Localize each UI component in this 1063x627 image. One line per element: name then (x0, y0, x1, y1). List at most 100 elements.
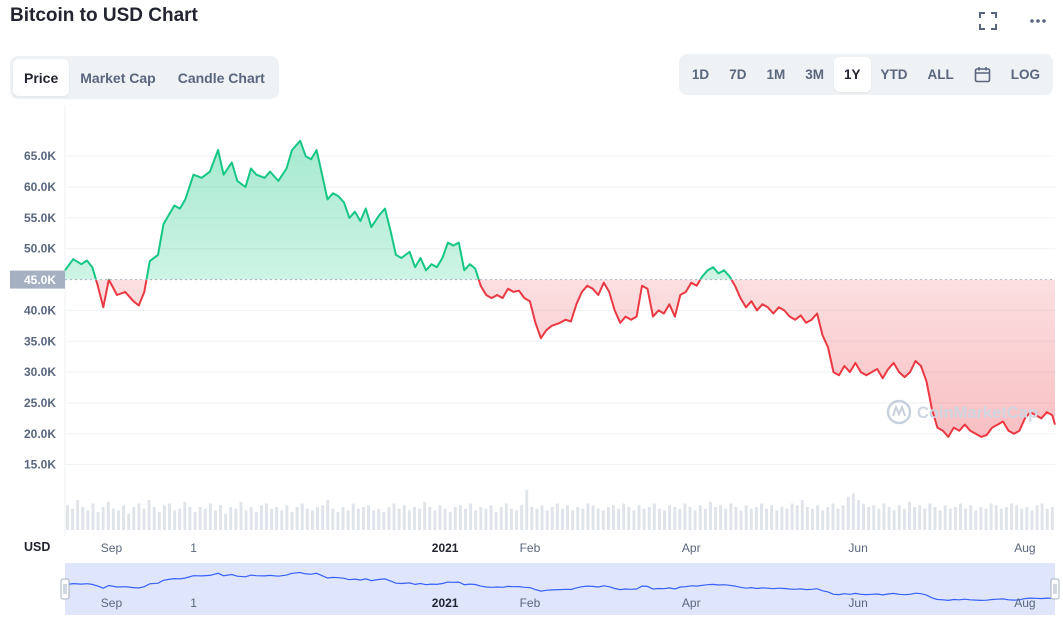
y-tick-label: 20.0K (24, 427, 56, 441)
volume-bar (612, 505, 615, 530)
volume-bar (657, 508, 661, 530)
volume-bar (841, 505, 845, 530)
range-1m[interactable]: 1M (766, 67, 786, 82)
range-navigator[interactable]: Sep 1 2021 Feb Apr Jun Aug (60, 563, 1060, 615)
tab-price[interactable]: Price (13, 59, 70, 96)
volume-bar (300, 503, 304, 530)
volume-bar (162, 505, 166, 530)
volume-bar (336, 512, 340, 530)
volume-bar (918, 505, 922, 530)
range-7d[interactable]: 7D (729, 67, 747, 82)
navigator-left-handle[interactable] (60, 578, 70, 600)
volume-bar (91, 503, 95, 530)
volume-bar (846, 496, 850, 530)
volume-bar (122, 505, 126, 530)
range-ytd[interactable]: YTD (880, 67, 908, 82)
volume-bar (525, 489, 529, 530)
range-1d[interactable]: 1D (691, 67, 710, 82)
range-tabs: 1D 7D 1M 3M 1Y YTD ALL LOG (678, 54, 1053, 95)
price-line-up (64, 139, 733, 280)
volume-bar (213, 510, 217, 530)
volume-bar (509, 508, 513, 530)
volume-bar (254, 512, 258, 530)
volume-bar (305, 508, 309, 530)
volume-bar (571, 510, 575, 530)
x-tick-label: Apr (682, 541, 701, 555)
volume-bar (132, 506, 136, 530)
volume-bar (708, 501, 712, 530)
volume-bar (964, 508, 968, 530)
volume-bar (851, 493, 855, 530)
volume-bar (137, 503, 141, 530)
volume-bar (698, 505, 702, 530)
volume-bar (285, 505, 289, 530)
volume-bar (392, 503, 396, 530)
volume-bar (622, 503, 626, 530)
range-3m[interactable]: 3M (805, 67, 824, 82)
volume-bar (908, 501, 911, 530)
volume-bar (361, 506, 365, 530)
volume-bar (413, 506, 416, 530)
volume-bar (816, 505, 820, 530)
volume-bar (596, 508, 600, 530)
tab-market-cap[interactable]: Market Cap (80, 69, 156, 86)
volume-bar (382, 512, 386, 530)
navigator-tick-label: Aug (1014, 596, 1035, 610)
volume-bar (489, 505, 493, 530)
volume-bar (1030, 510, 1034, 530)
navigator-right-handle[interactable] (1050, 578, 1060, 600)
volume-bar (341, 506, 345, 530)
price-chart-area: 45.0K 15.0K 20.0K 25.0K 30.0K 35.0K 40.0K 50.0… (0, 105, 1063, 622)
volume-bar (188, 506, 192, 530)
volume-bar (780, 506, 784, 530)
volume-bar (479, 506, 483, 530)
volume-bar (969, 505, 973, 530)
range-all[interactable]: ALL (927, 67, 954, 82)
price-line-down (94, 279, 1056, 438)
volume-bar (173, 510, 177, 530)
volume-bar (66, 505, 69, 530)
volume-bar (270, 508, 274, 530)
y-tick-label: 15.0K (24, 458, 56, 472)
volume-bar (826, 506, 830, 530)
navigator-tick-label: 1 (190, 596, 197, 610)
volume-bar (275, 506, 279, 530)
volume-bar (1020, 508, 1024, 530)
navigator-tick-label: 2021 (432, 596, 459, 610)
volume-bar (111, 508, 115, 530)
volume-bar (770, 505, 774, 530)
volume-bar (688, 506, 692, 530)
x-tick-label: Sep (101, 541, 123, 555)
volume-bar (668, 505, 672, 530)
volume-bar (1015, 505, 1019, 530)
volume-bar (234, 508, 238, 530)
expand-icon[interactable] (977, 10, 999, 32)
navigator-tick-label: Jun (848, 596, 867, 610)
price-chart[interactable]: 45.0K 15.0K 20.0K 25.0K 30.0K 35.0K 40.0K 50.0… (0, 105, 1063, 622)
volume-bar (331, 508, 335, 530)
calendar-icon[interactable] (964, 57, 1001, 92)
volume-bar (928, 503, 932, 530)
more-horizontal-icon[interactable] (1027, 10, 1049, 32)
log-scale-toggle[interactable]: LOG (1010, 67, 1040, 82)
volume-bar (923, 508, 927, 530)
volume-bar (729, 503, 733, 530)
volume-bar (566, 505, 570, 530)
reference-badge (10, 270, 65, 289)
volume-bar (101, 506, 105, 530)
volume-bar (152, 506, 156, 530)
area-above-reference (65, 140, 732, 280)
volume-bar (999, 508, 1003, 530)
volume-bar (407, 510, 411, 530)
volume-bar (96, 512, 100, 530)
range-1y[interactable]: 1Y (833, 57, 871, 92)
volume-bar (249, 506, 253, 530)
volume-bar (265, 503, 268, 530)
volume-bar (321, 505, 325, 530)
volume-bar (458, 505, 462, 530)
volume-bar (310, 510, 314, 530)
volume-bar (785, 508, 789, 530)
tab-candle-chart[interactable]: Candle Chart (177, 69, 265, 86)
volume-bar (601, 510, 605, 530)
volume-bar (86, 510, 90, 530)
